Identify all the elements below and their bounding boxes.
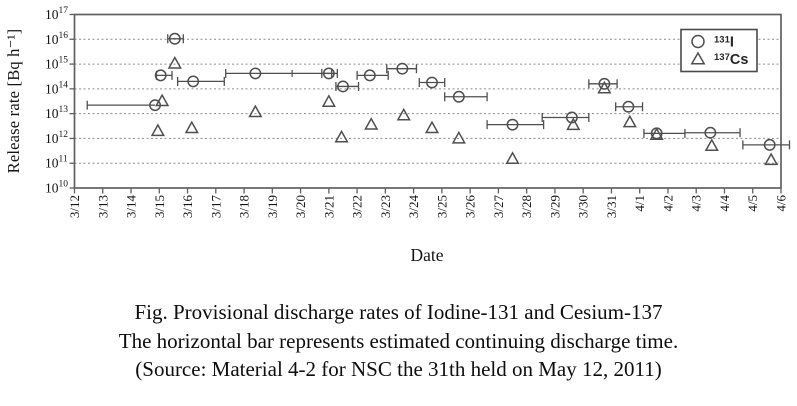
- y-tick-label: 1015: [45, 56, 68, 72]
- data-point-i131: [763, 138, 776, 151]
- data-point-cs137: [704, 138, 719, 152]
- data-point-i131: [396, 62, 409, 75]
- x-tick-label: 4/1: [632, 195, 647, 212]
- data-point-cs137: [649, 127, 664, 140]
- y-tick-label: 1016: [45, 31, 68, 47]
- data-point-i131: [622, 100, 635, 113]
- x-tick-label: 3/22: [350, 195, 365, 218]
- data-point-i131: [704, 126, 717, 139]
- x-tick-label: 3/24: [406, 195, 421, 219]
- caption-line-2: The horizontal bar represents estimated …: [118, 328, 679, 353]
- y-axis-title: Release rate [Bq h⁻¹]: [4, 28, 23, 174]
- x-tick-label: 3/30: [576, 195, 591, 218]
- data-point-cs137: [155, 93, 170, 107]
- x-tick-label: 3/21: [321, 195, 336, 218]
- caption-line-3: (Source: Material 4-2 for NSC the 31th h…: [135, 357, 662, 381]
- x-tick-label: 3/26: [463, 195, 478, 219]
- data-point-cs137: [566, 117, 581, 131]
- x-axis-title: Date: [410, 245, 444, 265]
- data-point-cs137: [396, 107, 411, 121]
- x-tick-label: 3/13: [95, 195, 110, 218]
- x-tick-label: 3/14: [124, 195, 139, 219]
- y-tick-label: 1011: [45, 155, 68, 171]
- data-point-i131: [363, 69, 376, 82]
- x-tick-label: 3/25: [434, 195, 449, 218]
- y-tick-label: 1014: [45, 80, 68, 96]
- data-point-i131: [249, 67, 262, 80]
- y-tick-label: 1012: [45, 130, 68, 146]
- data-point-i131: [154, 69, 167, 82]
- x-tick-label: 3/12: [67, 195, 82, 218]
- data-point-i131: [598, 77, 611, 90]
- y-tick-label: 1013: [45, 105, 68, 121]
- x-tick-label: 4/4: [717, 195, 732, 212]
- x-tick-label: 4/5: [745, 195, 760, 212]
- x-tick-label: 3/20: [293, 195, 308, 218]
- x-tick-label: 3/27: [491, 195, 506, 219]
- x-tick-label: 3/28: [519, 195, 534, 218]
- circle-marker-icon: [691, 34, 705, 49]
- data-point-i131: [187, 75, 200, 88]
- x-tick-label: 3/18: [237, 195, 252, 218]
- x-tick-label: 4/2: [660, 195, 675, 212]
- data-point-cs137: [622, 114, 637, 128]
- data-point-cs137: [364, 117, 379, 130]
- data-point-cs137: [451, 130, 466, 144]
- discharge-chart-svg: 1010 1011 1012 1013 1014 1015 1016 1017 3/12 3/13…: [45, 6, 791, 219]
- data-point-cs137: [248, 104, 263, 118]
- x-tick-label: 3/29: [547, 195, 562, 218]
- x-tick-label: 3/23: [378, 195, 393, 218]
- y-tick-label: 1010: [45, 180, 68, 196]
- x-tick-label: 3/31: [604, 195, 619, 218]
- x-tick-label: 3/17: [208, 195, 223, 219]
- data-point-cs137: [764, 152, 779, 166]
- data-point-cs137: [150, 123, 165, 137]
- legend-label-131I: 131I: [714, 35, 734, 51]
- figure-caption: Fig. Provisional discharge rates of Iodi…: [0, 298, 797, 384]
- data-point-i131: [426, 76, 438, 89]
- x-tick-label: 3/19: [265, 195, 280, 218]
- data-point-cs137: [334, 129, 349, 143]
- data-point-cs137: [321, 94, 336, 107]
- y-tick-label: 1017: [45, 6, 68, 22]
- data-point-i131: [322, 67, 335, 80]
- caption-line-1: Fig. Provisional discharge rates of Iodi…: [134, 300, 663, 324]
- data-point-cs137: [167, 56, 182, 69]
- data-point-cs137: [505, 151, 520, 164]
- x-tick-label: 4/6: [774, 195, 789, 212]
- triangle-marker-icon: [690, 51, 706, 65]
- data-point-cs137: [424, 120, 440, 134]
- data-point-i131: [506, 118, 519, 131]
- legend-label-137Cs: 137Cs: [714, 52, 748, 68]
- plot-border: [73, 13, 782, 189]
- data-point-cs137: [597, 80, 612, 94]
- x-tick-label: 3/15: [152, 195, 167, 218]
- data-point-i131: [168, 32, 181, 45]
- data-point-i131: [337, 80, 349, 93]
- data-point-i131: [452, 90, 465, 103]
- x-tick-label: 3/16: [180, 195, 195, 219]
- x-tick-label: 4/3: [689, 195, 704, 212]
- chart-area: 1010 1011 1012 1013 1014 1015 1016 1017 3/12 3/13…: [4, 6, 791, 265]
- data-point-cs137: [184, 120, 199, 134]
